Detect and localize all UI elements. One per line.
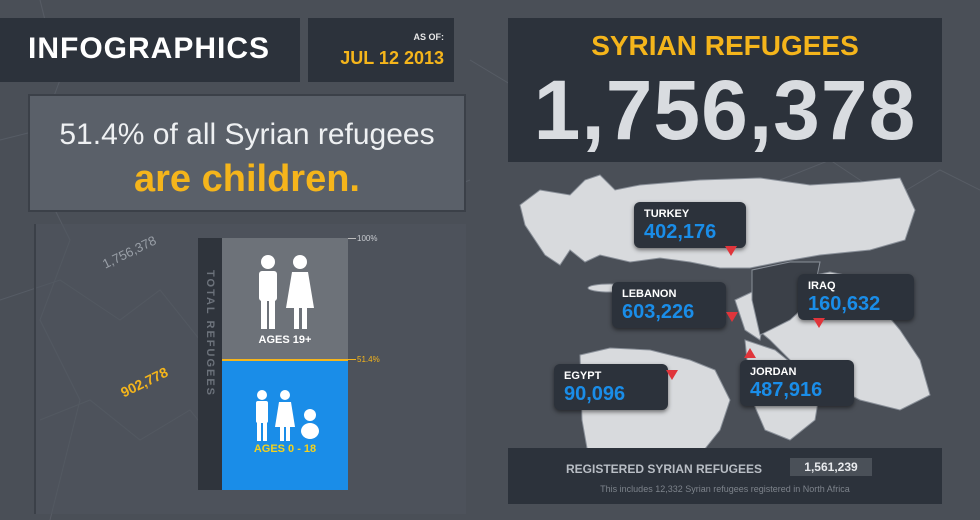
- pct-100-label: 100%: [357, 234, 378, 243]
- page-title: INFOGRAPHICS: [28, 32, 271, 65]
- callout-egypt: EGYPT 90,096: [554, 364, 668, 410]
- title-panel: INFOGRAPHICS: [0, 18, 300, 82]
- registered-note: This includes 12,332 Syrian refugees reg…: [600, 484, 850, 494]
- registered-label: REGISTERED SYRIAN REFUGEES: [566, 462, 763, 476]
- pct-514-label: 51.4%: [357, 355, 380, 364]
- adults-label: AGES 19+: [258, 334, 312, 346]
- total-refugees-panel: SYRIAN REFUGEES 1,756,378: [508, 18, 942, 162]
- pin-iraq-icon: [813, 318, 825, 328]
- child-figures-icon: [256, 390, 319, 441]
- headline-line1: 51.4% of all Syrian refugees: [59, 118, 435, 151]
- country-name: JORDAN: [750, 366, 797, 378]
- callout-turkey: TURKEY 402,176: [634, 202, 746, 248]
- pin-turkey-icon: [725, 246, 737, 256]
- date-value: JUL 12 2013: [340, 48, 444, 68]
- adult-figures-icon: [259, 255, 314, 329]
- callout-jordan: JORDAN 487,916: [740, 360, 854, 406]
- country-value: 603,226: [622, 301, 695, 323]
- adults-bar-segment: AGES 19+: [222, 238, 348, 359]
- total-refugees-number: 1,756,378: [533, 63, 917, 157]
- country-value: 402,176: [644, 221, 717, 243]
- country-value: 90,096: [564, 383, 626, 405]
- as-of-label: AS OF:: [413, 32, 445, 42]
- tick-100: [348, 238, 356, 239]
- country-value: 487,916: [750, 379, 823, 401]
- registered-panel: REGISTERED SYRIAN REFUGEES 1,561,239 Thi…: [508, 448, 942, 504]
- tick-514: [348, 359, 356, 360]
- children-label: AGES 0 - 18: [253, 443, 317, 455]
- total-refugees-label: TOTAL REFUGEES: [204, 270, 216, 398]
- headline-line2: are children.: [134, 158, 360, 200]
- date-panel: AS OF: JUL 12 2013: [308, 18, 454, 82]
- total-refugees-axis: [198, 238, 222, 490]
- country-name: TURKEY: [644, 208, 690, 220]
- country-value: 160,632: [808, 293, 881, 315]
- pin-egypt-icon: [666, 370, 678, 380]
- country-name: EGYPT: [564, 370, 602, 382]
- headline-panel: 51.4% of all Syrian refugees are childre…: [28, 94, 466, 212]
- registered-value: 1,561,239: [790, 458, 872, 476]
- total-refugees-title: SYRIAN REFUGEES: [591, 30, 859, 61]
- pin-jordan-icon: [744, 348, 756, 358]
- children-bar-segment: AGES 0 - 18: [222, 361, 348, 490]
- children-split-line: [222, 359, 348, 361]
- pin-lebanon-icon: [726, 312, 738, 322]
- country-name: IRAQ: [808, 280, 836, 292]
- country-name: LEBANON: [622, 288, 677, 300]
- callout-lebanon: LEBANON 603,226: [612, 282, 726, 328]
- callout-iraq: IRAQ 160,632: [798, 274, 914, 320]
